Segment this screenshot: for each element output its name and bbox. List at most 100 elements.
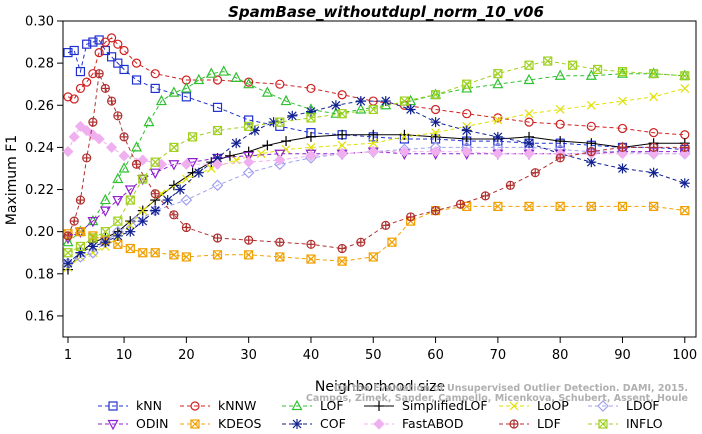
point-fastabod-50 [367, 146, 379, 158]
point-ldf-25 [212, 233, 223, 243]
point-fastabod-75 [523, 148, 535, 160]
point-inflo-55 [399, 96, 410, 106]
point-kdeos-85 [586, 201, 596, 211]
point-simplifiedlof-40 [305, 131, 316, 142]
point-cof-95 [648, 167, 659, 178]
point-knnw-75 [524, 117, 534, 127]
y-tick-label-0.18: 0.18 [25, 267, 54, 282]
x-tick-label-10: 10 [116, 348, 133, 363]
point-cof-37 [287, 110, 298, 121]
point-ldf-30 [244, 235, 254, 245]
point-cof-15 [150, 205, 161, 216]
point-ldf-40 [306, 239, 316, 249]
point-knnw-95 [649, 128, 659, 138]
legend-label-ldf: LDF [537, 416, 561, 431]
point-simplifiedlof-55 [399, 129, 410, 140]
chart-title: SpamBase_withoutdupl_norm_10_v06 [228, 3, 544, 21]
y-axis: 0.16 0.18 0.20 0.22 0.24 0.26 0.28 0.30 [25, 15, 63, 324]
point-ldf-76 [530, 168, 540, 178]
y-tick-label-0.30: 0.30 [25, 15, 54, 30]
legend-item-fastabod: FastABOD [364, 416, 464, 431]
x-tick-label-90: 90 [614, 348, 631, 363]
point-kdeos-11 [125, 243, 135, 254]
point-cof-90 [617, 163, 628, 174]
point-fastabod-6 [93, 133, 105, 145]
point-cof-44 [330, 100, 341, 111]
point-fastabod-55 [398, 146, 410, 158]
point-ldf-1 [63, 231, 73, 241]
point-knn-20 [181, 92, 191, 102]
legend-label-kdeos: KDEOS [218, 416, 262, 431]
point-ldf-9 [113, 111, 123, 121]
point-inflo-50 [368, 104, 378, 115]
point-knnw-10 [119, 45, 129, 56]
point-inflo-86 [592, 64, 603, 75]
legend: kNN kNNW LOF SimplifiedLOF LoOP LDOF ODIN KDEOS… [98, 398, 663, 431]
point-ldf-10 [119, 132, 129, 142]
point-fastabod-60 [430, 146, 442, 158]
legend-item-lof: LOF [282, 398, 344, 413]
point-knnw-40 [306, 83, 316, 94]
point-ldf-68 [480, 191, 491, 201]
legend-marker-knnw [190, 401, 200, 411]
point-knn-8 [106, 52, 117, 62]
point-loop-55 [399, 132, 409, 142]
point-cof-9 [112, 230, 123, 241]
point-kdeos-95 [649, 201, 659, 211]
point-loop-75 [524, 109, 534, 119]
point-simplifiedlof-50 [368, 129, 379, 140]
point-ldf-4 [82, 153, 92, 163]
point-kdeos-80 [555, 201, 565, 211]
point-fastabod-1 [62, 146, 74, 158]
point-knnw-80 [555, 119, 565, 129]
point-ldf-6 [94, 69, 104, 79]
point-lof-75 [523, 73, 535, 85]
legend-item-knn: kNN [98, 398, 162, 413]
legend-label-cof: COF [320, 416, 346, 431]
point-knn-6 [94, 35, 104, 45]
point-inflo-60 [430, 90, 441, 100]
legend-marker-kdeos [190, 419, 200, 429]
y-tick-label-0.22: 0.22 [25, 183, 54, 198]
legend-label-lof: LOF [320, 398, 344, 413]
point-ldf-60 [430, 206, 441, 216]
series-line-cof [67, 100, 685, 264]
point-cof-48 [355, 96, 366, 107]
point-ldf-95 [649, 142, 659, 152]
point-inflo-45 [337, 109, 347, 119]
point-ldf-52 [381, 220, 391, 230]
series-kdeos [63, 201, 690, 266]
point-cof-11 [125, 226, 136, 237]
point-ldf-35 [275, 237, 285, 247]
point-fastabod-10 [118, 150, 130, 162]
point-knnw-25 [212, 75, 223, 85]
legend-marker-cof [292, 419, 302, 429]
legend-label-knn: kNN [136, 398, 162, 413]
point-cof-28 [231, 138, 242, 149]
x-tick-label-30: 30 [240, 348, 257, 363]
point-ldf-18 [169, 210, 179, 220]
legend-marker-inflo [598, 419, 608, 429]
x-tick-label-70: 70 [490, 348, 507, 363]
legend-item-knnw: kNNW [180, 398, 256, 413]
point-inflo-30 [244, 121, 254, 131]
legend-item-simplifiedlof: SimplifiedLOF [364, 398, 488, 413]
point-inflo-100 [680, 71, 690, 81]
point-ldf-12 [131, 159, 142, 169]
point-kdeos-40 [306, 254, 316, 264]
x-tick-label-20: 20 [178, 348, 195, 363]
point-ldf-15 [150, 189, 160, 199]
point-knnw-4 [82, 77, 92, 87]
point-ldof-20 [180, 194, 193, 206]
point-fastabod-8 [106, 141, 118, 153]
point-cof-1 [62, 258, 73, 269]
point-loop-70 [493, 115, 503, 125]
point-fastabod-25 [211, 158, 224, 170]
point-knnw-6 [94, 47, 104, 58]
x-axis: 1 10 20 30 40 50 60 70 80 90 100 [64, 337, 697, 363]
point-inflo-15 [150, 157, 160, 167]
point-kdeos-25 [212, 250, 223, 260]
watermark-line-1: On the Evaluation of Unsupervised Outlie… [334, 383, 688, 394]
point-knnw-60 [430, 104, 441, 115]
legend-label-simplifiedlof: SimplifiedLOF [402, 398, 488, 413]
